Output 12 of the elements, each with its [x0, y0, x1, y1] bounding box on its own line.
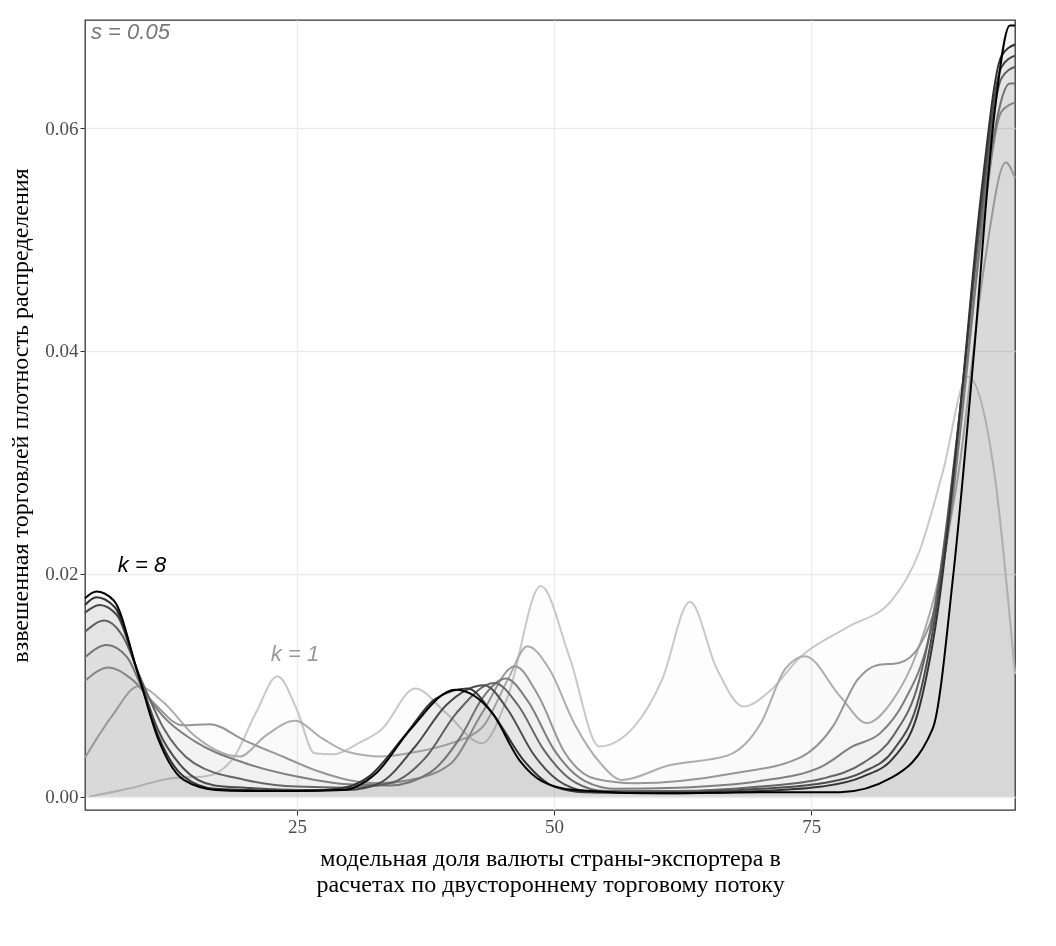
annotation: k = 8 [117, 552, 167, 577]
annotation: k = 1 [270, 641, 320, 666]
x-tick-label: 50 [545, 815, 565, 837]
y-tick-label: 0.00 [45, 786, 79, 808]
annotation: s = 0.05 [91, 19, 171, 44]
y-tick-label: 0.06 [45, 117, 79, 139]
y-tick-label: 0.02 [45, 563, 79, 585]
x-tick-label: 25 [287, 815, 307, 837]
x-axis-title: модельная доля валюты страны-экспортера в расчетах по двустороннему торговому потоку [316, 844, 785, 897]
y-axis-title: взвешенная торговлей плотность распределения [7, 168, 34, 663]
x-tick-label: 75 [802, 815, 822, 837]
y-tick-label: 0.04 [45, 340, 79, 362]
